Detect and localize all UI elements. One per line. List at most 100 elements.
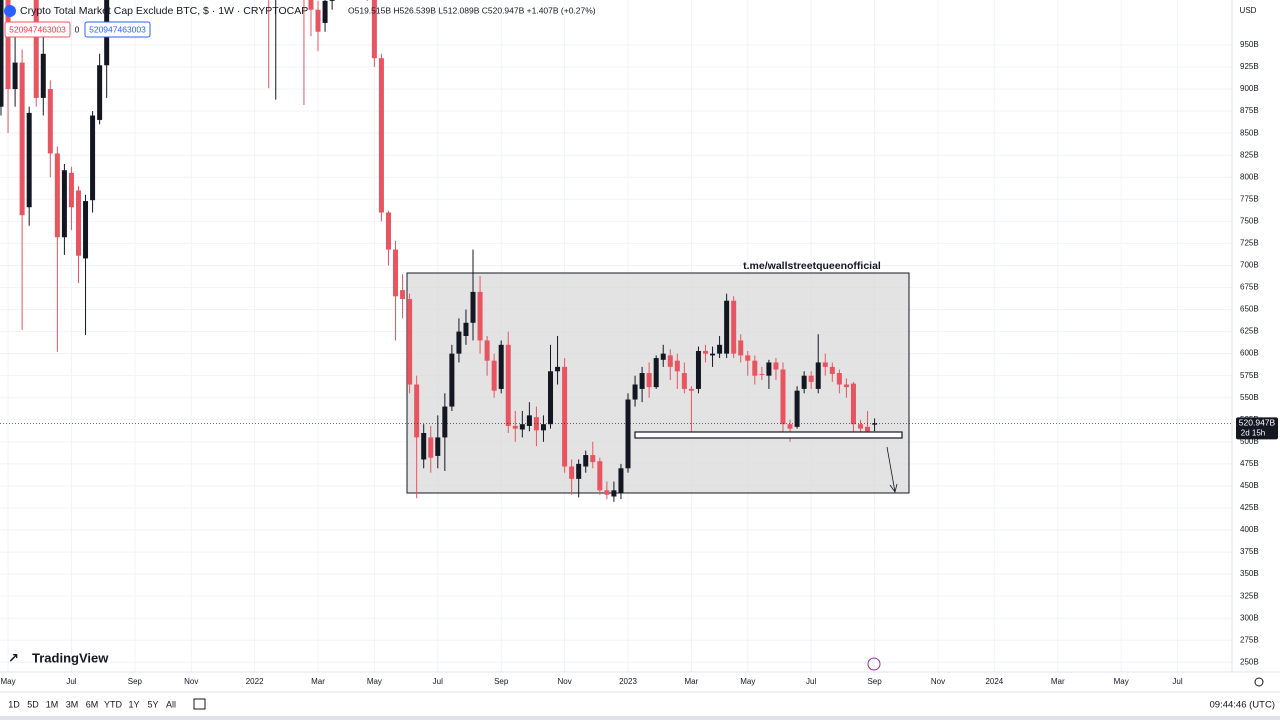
x-tick-label: May (0, 677, 15, 686)
y-tick-label: 575B (1240, 371, 1259, 380)
candle-body (484, 340, 490, 361)
candle-body (75, 190, 81, 256)
timeframe-button[interactable]: 5D (27, 699, 39, 709)
timeframe-button[interactable]: 1M (46, 699, 59, 709)
candle-body (83, 201, 89, 259)
candle-body (414, 384, 420, 438)
arrow (886, 446, 898, 493)
symbol-title[interactable]: Crypto Total Market Cap Exclude BTC, $ ·… (20, 5, 308, 17)
candle-body (815, 362, 821, 389)
candle-body (519, 424, 525, 430)
y-tick-label: 725B (1240, 239, 1259, 248)
candle-body (787, 424, 793, 429)
candle-body (724, 300, 730, 354)
candle-body (611, 490, 617, 497)
x-tick-label: Sep (128, 677, 143, 686)
candle-body (378, 58, 384, 213)
candle-body (759, 373, 765, 375)
candle-body (632, 384, 638, 400)
candle-body (703, 350, 708, 354)
candle-body (583, 455, 589, 467)
candle-body (421, 433, 427, 460)
y-tick-label: 800B (1240, 172, 1259, 181)
y-tick-label: 325B (1240, 591, 1259, 600)
candle-body (400, 290, 406, 299)
candle-body (745, 355, 751, 361)
y-tick-label: 300B (1240, 613, 1259, 622)
x-tick-label: May (367, 677, 382, 686)
y-tick-label: 350B (1240, 569, 1259, 578)
brand: TradingView (32, 650, 109, 665)
timeframe-button[interactable]: YTD (104, 699, 123, 709)
timeframe-button[interactable]: 6M (86, 699, 99, 709)
currency[interactable]: USD (1240, 6, 1257, 15)
brand-logo: ↗ (8, 650, 19, 665)
candle-body (681, 373, 687, 389)
date-range-icon[interactable] (193, 698, 206, 710)
timeframe-button[interactable]: 3M (66, 699, 79, 709)
toolbar (0, 692, 1280, 720)
candle-body (407, 298, 413, 385)
candles (0, 0, 878, 502)
candle-body (562, 366, 568, 467)
indicator-box (4, 21, 71, 38)
y-tick-label: 650B (1240, 305, 1259, 314)
settings-icon[interactable] (1254, 677, 1264, 687)
symbol-icon (4, 5, 16, 17)
candle-body (667, 355, 673, 367)
x-tick-label: Nov (931, 677, 945, 686)
candle-body (555, 366, 561, 372)
candle-body (371, 0, 377, 59)
y-tick-label: 550B (1240, 393, 1259, 402)
candle-body (597, 461, 603, 491)
y-tick-label: 850B (1240, 128, 1259, 137)
y-tick-label: 625B (1240, 327, 1259, 336)
y-tick-label: 250B (1240, 657, 1259, 666)
candle-body (526, 415, 532, 426)
candle-body (61, 170, 67, 238)
timeframe-button[interactable]: All (166, 699, 176, 709)
event-icon[interactable] (867, 657, 881, 671)
countdown: 2d 15h (1241, 428, 1265, 437)
x-tick-label: 2024 (985, 677, 1003, 686)
candle-body (505, 344, 511, 426)
candle-body (477, 291, 483, 341)
candle-body (865, 426, 871, 432)
candle-body (442, 406, 448, 438)
y-tick-label: 900B (1240, 84, 1259, 93)
candle-body (548, 371, 554, 425)
candle-body (773, 362, 779, 370)
timeframe-button[interactable]: 1D (8, 699, 20, 709)
candle-body (470, 291, 476, 323)
timeframe-button[interactable]: 1Y (128, 699, 139, 709)
candle-body (780, 369, 786, 425)
timeframe-button[interactable]: 5Y (147, 699, 158, 709)
indicator-value: 520947463003 (9, 24, 66, 34)
candle-body (808, 375, 814, 382)
candle-body (68, 172, 74, 208)
y-tick-label: 375B (1240, 547, 1259, 556)
timeframe-buttons: 1D 5D 1M 3M 6M YTD 1Y 5Y All (8, 699, 176, 709)
x-tick-label: Jul (66, 677, 76, 686)
candle-body (618, 468, 624, 493)
candle-body (33, 0, 39, 98)
bottom-strip (0, 716, 1280, 720)
indicator-value: 520947463003 (89, 24, 146, 34)
clock: 09:44:46 (UTC) (1210, 700, 1275, 711)
candle-body (710, 353, 716, 356)
x-tick-label: Jul (1172, 677, 1182, 686)
candle-body (322, 0, 328, 23)
x-tick-label: Sep (867, 677, 882, 686)
y-tick-label: 775B (1240, 194, 1259, 203)
x-tick-label: May (740, 677, 755, 686)
candle-body (40, 53, 46, 98)
last-price-tag (1236, 417, 1278, 440)
candle-body (540, 424, 546, 431)
candle-body (449, 353, 455, 407)
candle-body (90, 115, 96, 201)
candle-body (385, 212, 391, 250)
candle-body (752, 360, 758, 376)
candle-body (463, 322, 469, 336)
y-tick-label: 425B (1240, 503, 1259, 512)
